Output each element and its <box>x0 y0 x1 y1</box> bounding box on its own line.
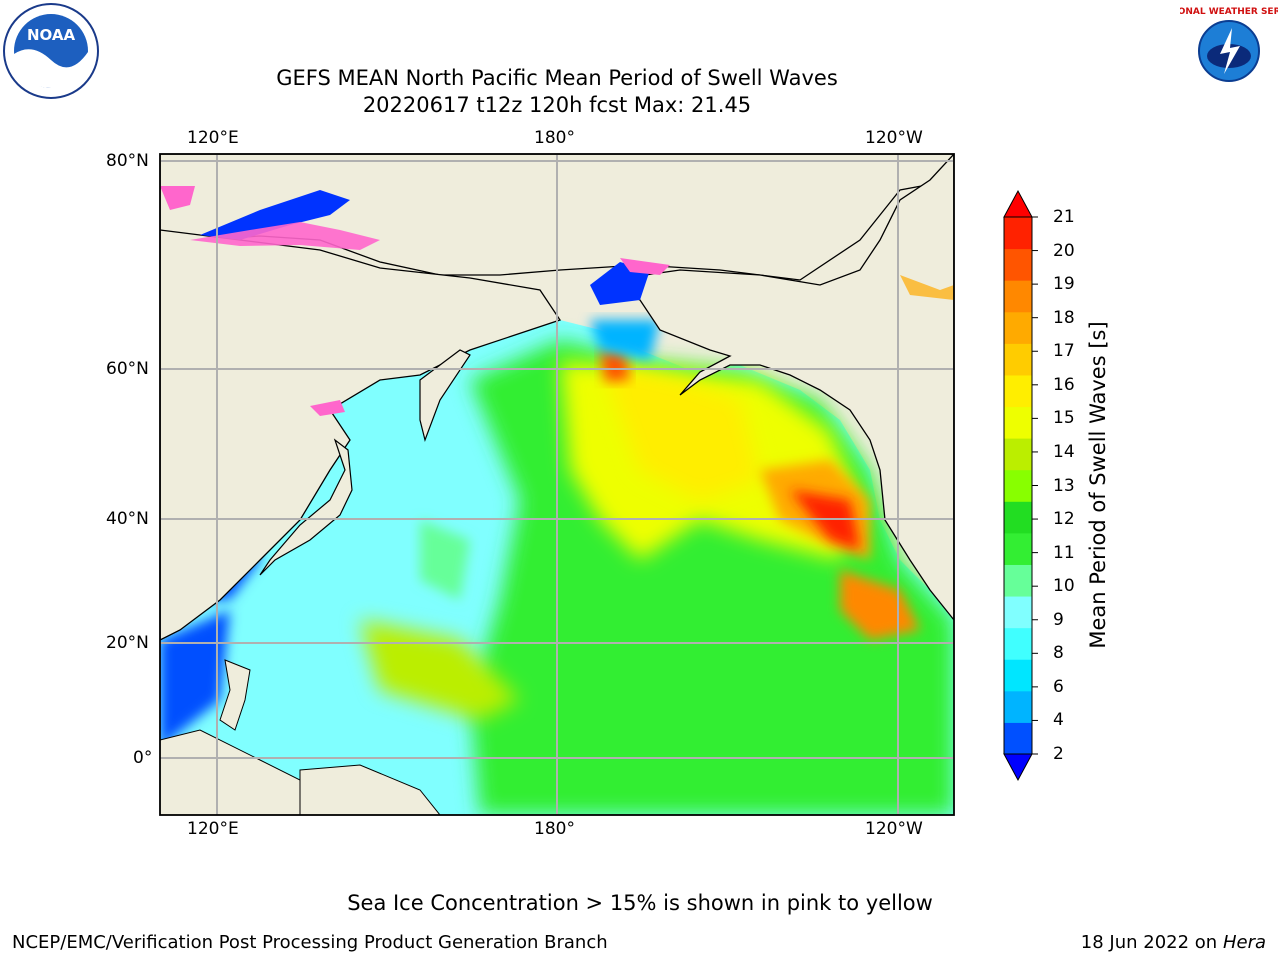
new-guinea <box>299 764 441 815</box>
colorbar-extend-min <box>1003 753 1033 782</box>
colorbar-extend-max <box>1003 189 1033 218</box>
nws-logo-text: NATIONAL WEATHER SERVICE <box>1180 7 1278 17</box>
colorbar-segment <box>1004 469 1032 502</box>
lon-label-top-180: 180° <box>534 128 575 148</box>
colorbar-segment <box>1004 532 1032 565</box>
colorbar-tick-label: 4 <box>1053 710 1064 731</box>
colorbar-tick-label: 18 <box>1053 307 1075 328</box>
lon-label-bottom-120w: 120°W <box>865 819 923 839</box>
colorbar-tick-label: 14 <box>1053 441 1075 462</box>
colorbar-segment <box>1004 596 1032 629</box>
colorbar <box>1003 189 1038 782</box>
colorbar-tick-label: 17 <box>1053 341 1075 362</box>
colorbar-segment <box>1004 564 1032 597</box>
colorbar-segment <box>1004 659 1032 692</box>
sea-ice-overlay <box>160 186 954 416</box>
north-america <box>608 154 954 622</box>
chart-title: GEFS MEAN North Pacific Mean Period of S… <box>276 66 838 90</box>
chart-subtitle: 20220617 t12z 120h fcst Max: 21.45 <box>362 93 752 117</box>
noaa-logo-text: NOAA <box>27 26 76 44</box>
colorbar-tick-label: 19 <box>1053 274 1075 295</box>
japan <box>259 438 353 576</box>
colorbar-segment <box>1004 343 1032 376</box>
colorbar-segment <box>1004 438 1032 471</box>
colorbar-segment <box>1004 311 1032 344</box>
colorbar-tick-label: 6 <box>1053 676 1064 697</box>
lon-label-top-120w: 120°W <box>865 128 923 148</box>
credit-date-text: 18 Jun 2022 on <box>1080 932 1218 953</box>
colorbar-tick-label: 2 <box>1053 744 1064 764</box>
lon-label-top-120e: 120°E <box>187 128 239 148</box>
colorbar-tick-label: 9 <box>1053 609 1064 630</box>
lat-label-80n: 80°N <box>106 151 149 171</box>
colorbar-tick-label: 12 <box>1053 509 1075 530</box>
colorbar-tick-label: 10 <box>1053 576 1075 597</box>
credit-host: Hera <box>1222 932 1266 953</box>
asia-mainland <box>160 229 562 641</box>
noaa-logo: NOAA <box>2 2 100 100</box>
colorbar-segment <box>1004 501 1032 534</box>
lat-label-20n: 20°N <box>106 633 149 653</box>
colorbar-tick-label: 11 <box>1053 542 1075 563</box>
lat-label-60n: 60°N <box>106 359 149 379</box>
credit-organization: NCEP/EMC/Verification Post Processing Pr… <box>12 932 608 953</box>
colorbar-tick-label: 13 <box>1053 475 1075 496</box>
colorbar-segment <box>1004 217 1032 250</box>
colorbar-tick-label: 8 <box>1053 643 1064 664</box>
lat-label-40n: 40°N <box>106 509 149 529</box>
sea-ice-footnote: Sea Ice Concentration > 15% is shown in … <box>347 891 933 915</box>
colorbar-segment <box>1004 690 1032 723</box>
colorbar-tick-label: 16 <box>1053 374 1075 395</box>
colorbar-segment <box>1004 248 1032 281</box>
lat-label-0: 0° <box>133 748 153 768</box>
colorbar-tick-label: 15 <box>1053 408 1075 429</box>
colorbar-segment <box>1004 374 1032 408</box>
nws-logo: NATIONAL WEATHER SERVICE <box>1154 2 1280 100</box>
lon-label-bottom-120e: 120°E <box>187 819 239 839</box>
lon-label-bottom-180: 180° <box>534 819 575 839</box>
colorbar-tick-label: 20 <box>1053 240 1075 261</box>
credit-date: 18 Jun 2022 on Hera <box>1081 932 1266 953</box>
colorbar-label: Mean Period of Swell Waves [s] <box>1086 321 1110 649</box>
colorbar-segment <box>1004 627 1032 660</box>
philippines <box>219 659 251 731</box>
colorbar-segment <box>1004 280 1032 313</box>
graticule <box>160 154 954 815</box>
colorbar-tick-label: 21 <box>1053 207 1075 227</box>
colorbar-segment <box>1004 406 1032 439</box>
map-frame <box>159 153 955 816</box>
colorbar-segment <box>1004 722 1032 755</box>
kamchatka <box>419 349 471 443</box>
